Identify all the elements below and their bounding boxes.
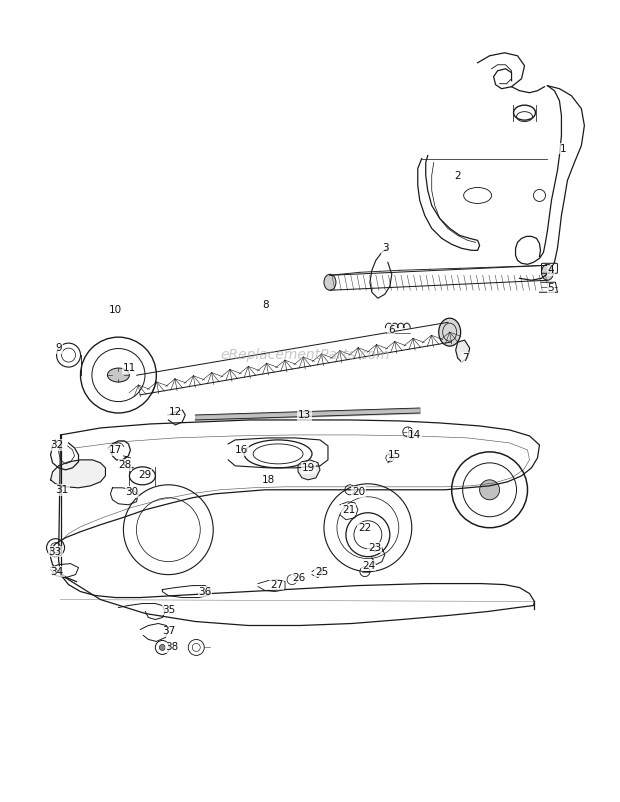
Text: 13: 13 [298, 410, 311, 420]
Text: 16: 16 [235, 445, 249, 455]
Polygon shape [298, 460, 320, 480]
Text: 14: 14 [408, 430, 421, 440]
Polygon shape [456, 340, 469, 362]
Text: 2: 2 [454, 171, 461, 180]
Text: 8: 8 [262, 300, 268, 310]
Text: 17: 17 [108, 445, 122, 455]
Text: 30: 30 [125, 487, 138, 496]
Text: 7: 7 [462, 353, 468, 363]
Text: 37: 37 [162, 626, 175, 637]
Text: 10: 10 [108, 306, 122, 315]
Text: 32: 32 [51, 440, 64, 450]
Ellipse shape [541, 265, 554, 280]
Circle shape [480, 480, 500, 500]
Text: 12: 12 [168, 407, 182, 417]
Ellipse shape [324, 274, 336, 290]
Text: 36: 36 [198, 586, 211, 597]
Circle shape [159, 645, 166, 650]
Text: 15: 15 [388, 450, 401, 460]
Text: 18: 18 [262, 475, 275, 485]
Text: 26: 26 [292, 573, 305, 582]
Text: 11: 11 [122, 363, 136, 373]
Text: 28: 28 [118, 460, 131, 470]
Text: 31: 31 [56, 484, 69, 495]
Ellipse shape [439, 318, 461, 346]
Text: 25: 25 [315, 567, 328, 577]
Text: eReplacementParts.com: eReplacementParts.com [220, 348, 390, 363]
Ellipse shape [107, 368, 130, 382]
Text: 23: 23 [368, 543, 381, 553]
Text: 21: 21 [342, 504, 355, 515]
Text: 33: 33 [48, 547, 62, 557]
Text: 6: 6 [388, 325, 394, 335]
Text: 38: 38 [166, 642, 179, 653]
Text: 9: 9 [56, 343, 62, 353]
Text: 1: 1 [559, 144, 566, 153]
Text: 29: 29 [138, 470, 152, 480]
Text: 4: 4 [547, 265, 554, 275]
Text: 24: 24 [362, 561, 375, 571]
Text: 27: 27 [270, 580, 283, 589]
Text: 20: 20 [352, 487, 365, 496]
Text: 5: 5 [547, 283, 554, 294]
Text: 19: 19 [302, 463, 315, 473]
Polygon shape [51, 460, 105, 488]
Text: 3: 3 [382, 243, 389, 253]
Text: 22: 22 [358, 523, 371, 533]
Text: 35: 35 [162, 605, 175, 614]
Text: 34: 34 [51, 567, 64, 577]
